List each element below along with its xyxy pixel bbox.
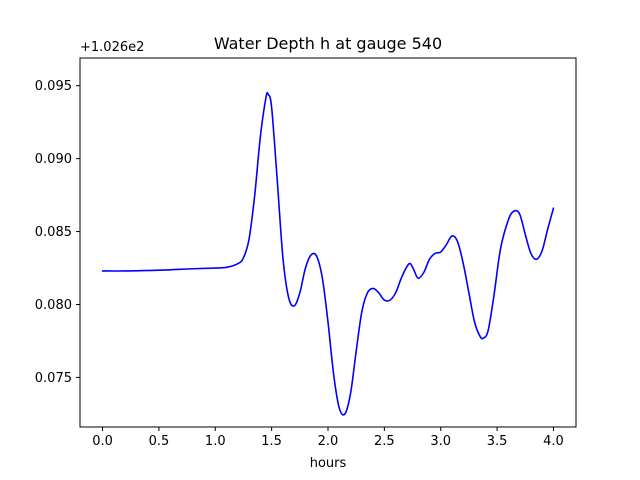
- y-axis-ticks: 0.075 0.080 0.085 0.090 0.095: [35, 79, 80, 386]
- x-tick-label: 0.5: [149, 434, 170, 449]
- x-tick-label: 2.0: [318, 434, 339, 449]
- x-tick-label: 3.0: [430, 434, 451, 449]
- x-tick-label: 1.0: [205, 434, 226, 449]
- x-tick-label: 0.0: [92, 434, 113, 449]
- x-tick-label: 4.0: [543, 434, 564, 449]
- y-tick-label: 0.080: [35, 298, 72, 313]
- y-tick-label: 0.095: [35, 79, 72, 94]
- x-tick-label: 2.5: [374, 434, 395, 449]
- x-axis-label: hours: [310, 456, 347, 471]
- chart-title: Water Depth h at gauge 540: [214, 34, 442, 53]
- x-tick-label: 1.5: [261, 434, 282, 449]
- y-tick-label: 0.090: [35, 152, 72, 167]
- x-tick-label: 3.5: [487, 434, 508, 449]
- x-axis-ticks: 0.0 0.5 1.0 1.5 2.0 2.5 3.0 3.5 4.0: [92, 427, 564, 449]
- y-offset-text: +1.026e2: [80, 40, 144, 55]
- plot-frame: [79, 57, 577, 428]
- series-line: [101, 91, 555, 416]
- y-tick-label: 0.085: [35, 225, 72, 240]
- y-tick-label: 0.075: [35, 371, 72, 386]
